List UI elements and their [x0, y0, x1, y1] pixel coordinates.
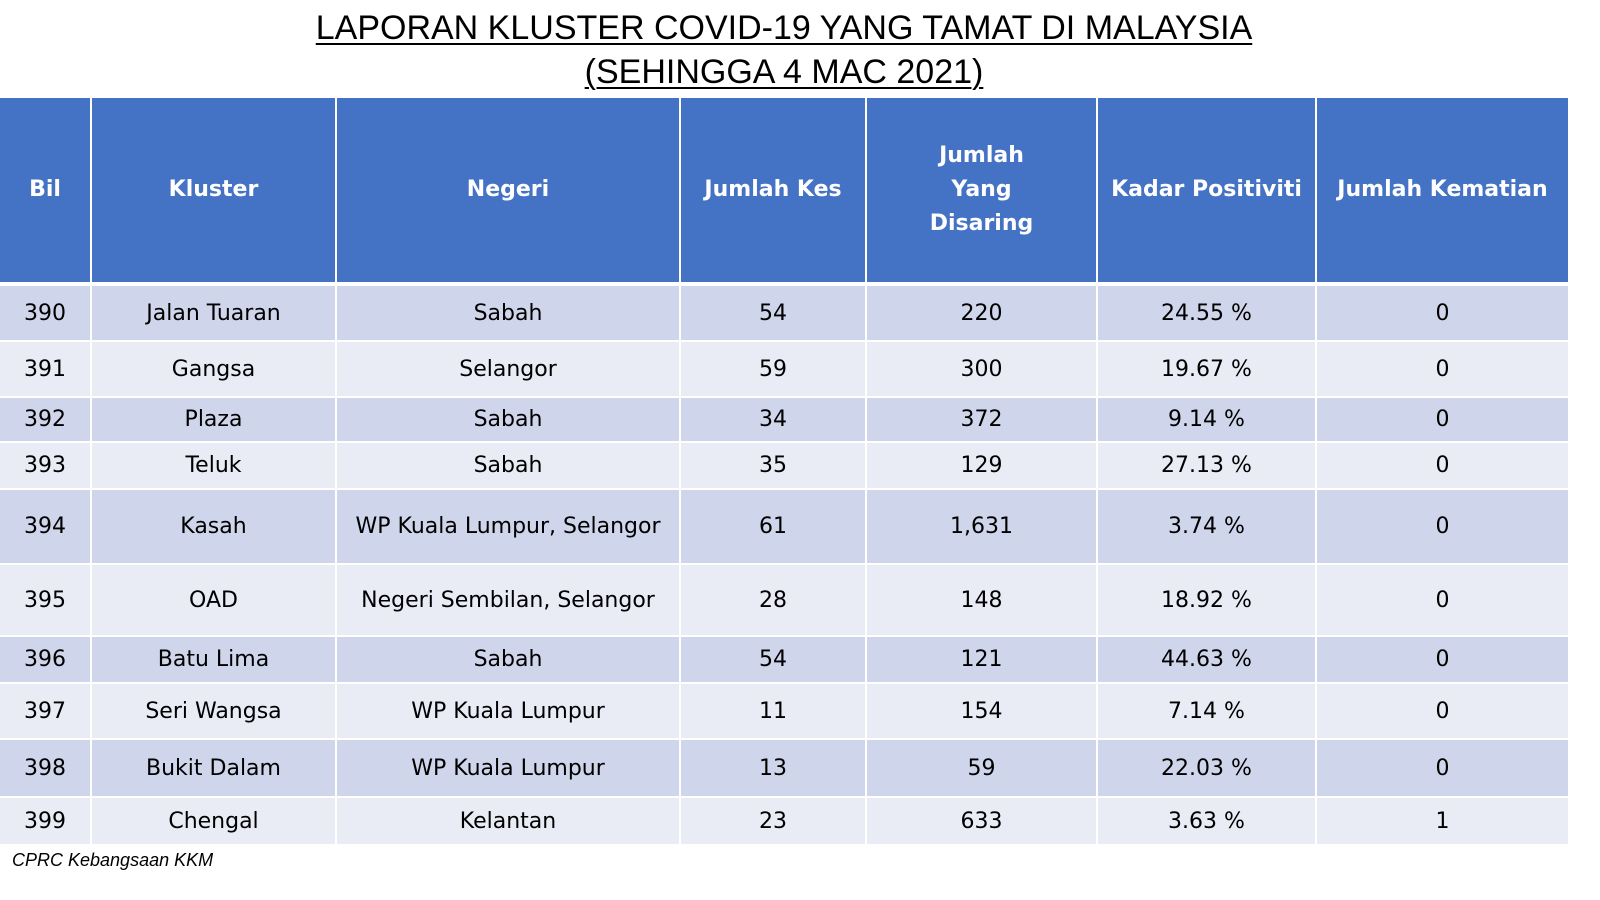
cluster-table-container: Bil Kluster Negeri Jumlah Kes Jumlah Yan… — [0, 98, 1568, 846]
cell-jumlah-kes: 35 — [681, 443, 867, 490]
cell-jumlah-disaring: 129 — [867, 443, 1098, 490]
cell-jumlah-disaring: 300 — [867, 342, 1098, 398]
table-row: 390 Jalan Tuaran Sabah 54 220 24.55 % 0 — [0, 286, 1568, 342]
cell-kadar-positiviti: 22.03 % — [1098, 740, 1317, 798]
cell-jumlah-kes: 59 — [681, 342, 867, 398]
header-kluster: Kluster — [92, 98, 337, 286]
cell-jumlah-kes: 54 — [681, 637, 867, 684]
cell-jumlah-kes: 23 — [681, 798, 867, 846]
cell-kadar-positiviti: 9.14 % — [1098, 398, 1317, 443]
cell-kluster: Batu Lima — [92, 637, 337, 684]
cell-kluster: Bukit Dalam — [92, 740, 337, 798]
table-row: 399 Chengal Kelantan 23 633 3.63 % 1 — [0, 798, 1568, 846]
cell-kadar-positiviti: 24.55 % — [1098, 286, 1317, 342]
cell-jumlah-kematian: 0 — [1317, 490, 1568, 565]
cell-kluster: Jalan Tuaran — [92, 286, 337, 342]
cell-bil: 390 — [0, 286, 92, 342]
cell-kluster: Teluk — [92, 443, 337, 490]
cell-kadar-positiviti: 27.13 % — [1098, 443, 1317, 490]
table-row: 395 OAD Negeri Sembilan, Selangor 28 148… — [0, 565, 1568, 637]
cell-kluster: Kasah — [92, 490, 337, 565]
source-footnote: CPRC Kebangsaan KKM — [12, 850, 214, 870]
cell-bil: 398 — [0, 740, 92, 798]
cell-kluster: Chengal — [92, 798, 337, 846]
cell-jumlah-kematian: 0 — [1317, 286, 1568, 342]
cell-negeri: Sabah — [337, 443, 681, 490]
table-row: 398 Bukit Dalam WP Kuala Lumpur 13 59 22… — [0, 740, 1568, 798]
table-row: 397 Seri Wangsa WP Kuala Lumpur 11 154 7… — [0, 684, 1568, 740]
cell-jumlah-kematian: 0 — [1317, 398, 1568, 443]
cell-kadar-positiviti: 19.67 % — [1098, 342, 1317, 398]
cell-jumlah-kematian: 0 — [1317, 637, 1568, 684]
cell-jumlah-disaring: 121 — [867, 637, 1098, 684]
cell-bil: 393 — [0, 443, 92, 490]
cell-jumlah-kematian: 1 — [1317, 798, 1568, 846]
cell-bil: 394 — [0, 490, 92, 565]
table-row: 396 Batu Lima Sabah 54 121 44.63 % 0 — [0, 637, 1568, 684]
cluster-table: Bil Kluster Negeri Jumlah Kes Jumlah Yan… — [0, 98, 1568, 846]
cell-jumlah-disaring: 372 — [867, 398, 1098, 443]
table-row: 391 Gangsa Selangor 59 300 19.67 % 0 — [0, 342, 1568, 398]
cell-jumlah-disaring: 154 — [867, 684, 1098, 740]
cell-negeri: WP Kuala Lumpur — [337, 740, 681, 798]
cell-kluster: OAD — [92, 565, 337, 637]
cell-bil: 397 — [0, 684, 92, 740]
cell-jumlah-kematian: 0 — [1317, 740, 1568, 798]
cell-negeri: Selangor — [337, 342, 681, 398]
cell-negeri: Sabah — [337, 637, 681, 684]
cell-bil: 396 — [0, 637, 92, 684]
cell-jumlah-kematian: 0 — [1317, 565, 1568, 637]
cell-jumlah-kes: 54 — [681, 286, 867, 342]
cell-jumlah-kes: 28 — [681, 565, 867, 637]
cell-jumlah-kes: 11 — [681, 684, 867, 740]
cell-kadar-positiviti: 44.63 % — [1098, 637, 1317, 684]
cell-bil: 399 — [0, 798, 92, 846]
cell-bil: 395 — [0, 565, 92, 637]
cell-kadar-positiviti: 3.74 % — [1098, 490, 1317, 565]
cell-jumlah-kematian: 0 — [1317, 342, 1568, 398]
cell-jumlah-disaring: 220 — [867, 286, 1098, 342]
cell-jumlah-kes: 34 — [681, 398, 867, 443]
header-kadar-positiviti: Kadar Positiviti — [1098, 98, 1317, 286]
cell-jumlah-disaring: 59 — [867, 740, 1098, 798]
cell-negeri: Sabah — [337, 398, 681, 443]
cell-bil: 391 — [0, 342, 92, 398]
table-row: 392 Plaza Sabah 34 372 9.14 % 0 — [0, 398, 1568, 443]
cell-negeri: WP Kuala Lumpur, Selangor — [337, 490, 681, 565]
table-row: 393 Teluk Sabah 35 129 27.13 % 0 — [0, 443, 1568, 490]
cell-negeri: Sabah — [337, 286, 681, 342]
cell-kluster: Gangsa — [92, 342, 337, 398]
cell-jumlah-kes: 13 — [681, 740, 867, 798]
cell-jumlah-kes: 61 — [681, 490, 867, 565]
cell-negeri: Negeri Sembilan, Selangor — [337, 565, 681, 637]
page-title: LAPORAN KLUSTER COVID-19 YANG TAMAT DI M… — [0, 6, 1568, 94]
header-bil: Bil — [0, 98, 92, 286]
header-jumlah-disaring: Jumlah Yang Disaring — [867, 98, 1098, 286]
cell-kluster: Seri Wangsa — [92, 684, 337, 740]
cell-negeri: Kelantan — [337, 798, 681, 846]
title-line-1: LAPORAN KLUSTER COVID-19 YANG TAMAT DI M… — [315, 9, 1253, 47]
header-jumlah-kes: Jumlah Kes — [681, 98, 867, 286]
header-jumlah-kematian: Jumlah Kematian — [1317, 98, 1568, 286]
table-header-row: Bil Kluster Negeri Jumlah Kes Jumlah Yan… — [0, 98, 1568, 286]
cell-bil: 392 — [0, 398, 92, 443]
cell-jumlah-kematian: 0 — [1317, 443, 1568, 490]
cell-jumlah-disaring: 633 — [867, 798, 1098, 846]
cell-kadar-positiviti: 18.92 % — [1098, 565, 1317, 637]
header-negeri: Negeri — [337, 98, 681, 286]
cell-kluster: Plaza — [92, 398, 337, 443]
cell-jumlah-disaring: 148 — [867, 565, 1098, 637]
table-row: 394 Kasah WP Kuala Lumpur, Selangor 61 1… — [0, 490, 1568, 565]
title-line-2: (SEHINGGA 4 MAC 2021) — [584, 53, 984, 91]
cell-negeri: WP Kuala Lumpur — [337, 684, 681, 740]
cell-jumlah-kematian: 0 — [1317, 684, 1568, 740]
cell-jumlah-disaring: 1,631 — [867, 490, 1098, 565]
cell-kadar-positiviti: 7.14 % — [1098, 684, 1317, 740]
cell-kadar-positiviti: 3.63 % — [1098, 798, 1317, 846]
